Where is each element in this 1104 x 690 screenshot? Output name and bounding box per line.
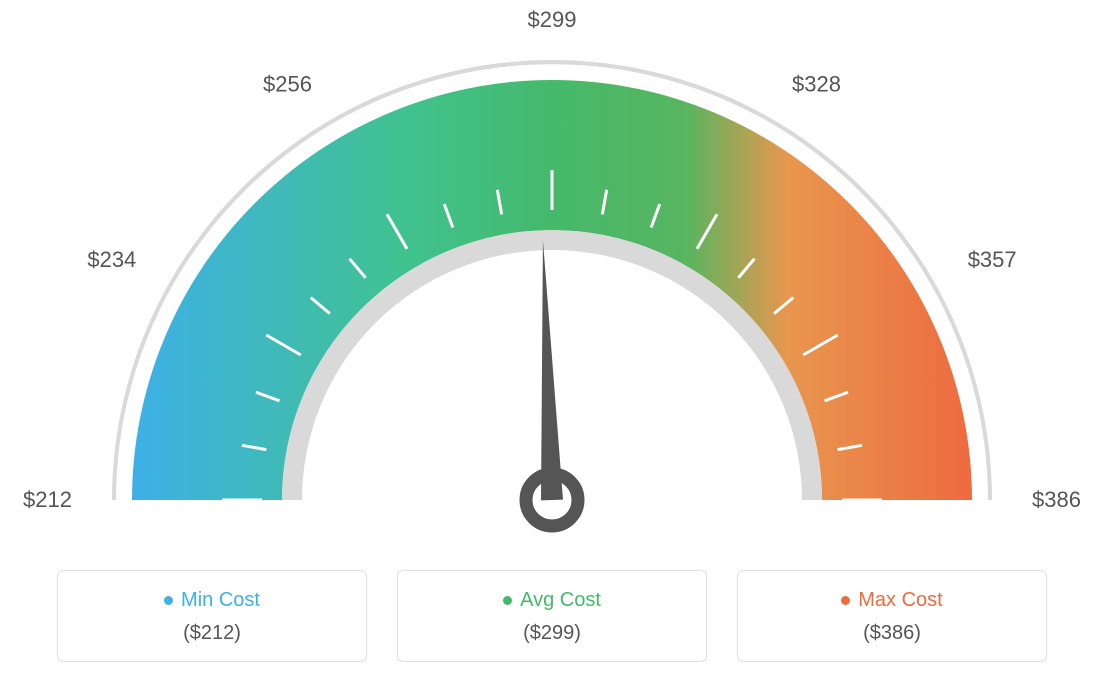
legend-value-avg: ($299) bbox=[408, 622, 696, 645]
tick-label: $299 bbox=[528, 7, 577, 32]
tick-label: $328 bbox=[792, 71, 841, 96]
legend-value-max: ($386) bbox=[748, 622, 1036, 645]
legend-dot-min bbox=[164, 596, 173, 605]
legend-title-max: Max Cost bbox=[841, 589, 942, 612]
legend-title-label: Min Cost bbox=[181, 589, 260, 612]
gauge-container: $212 $234 $256 $299 $328 $357 $386 bbox=[0, 0, 1104, 560]
legend-title-label: Max Cost bbox=[858, 589, 942, 612]
legend-value-min: ($212) bbox=[68, 622, 356, 645]
legend-dot-max bbox=[841, 596, 850, 605]
legend-row: Min Cost ($212) Avg Cost ($299) Max Cost… bbox=[0, 570, 1104, 662]
legend-card-max: Max Cost ($386) bbox=[737, 570, 1047, 662]
legend-card-avg: Avg Cost ($299) bbox=[397, 570, 707, 662]
needle bbox=[541, 240, 563, 500]
tick-label: $256 bbox=[263, 71, 312, 96]
legend-title-label: Avg Cost bbox=[520, 589, 601, 612]
gauge-svg: $212 $234 $256 $299 $328 $357 $386 bbox=[0, 0, 1104, 560]
legend-title-min: Min Cost bbox=[164, 589, 260, 612]
tick-label: $234 bbox=[87, 247, 136, 272]
tick-label: $386 bbox=[1032, 487, 1081, 512]
tick-label: $212 bbox=[23, 487, 72, 512]
tick-label: $357 bbox=[968, 247, 1017, 272]
legend-card-min: Min Cost ($212) bbox=[57, 570, 367, 662]
legend-dot-avg bbox=[503, 596, 512, 605]
legend-title-avg: Avg Cost bbox=[503, 589, 601, 612]
